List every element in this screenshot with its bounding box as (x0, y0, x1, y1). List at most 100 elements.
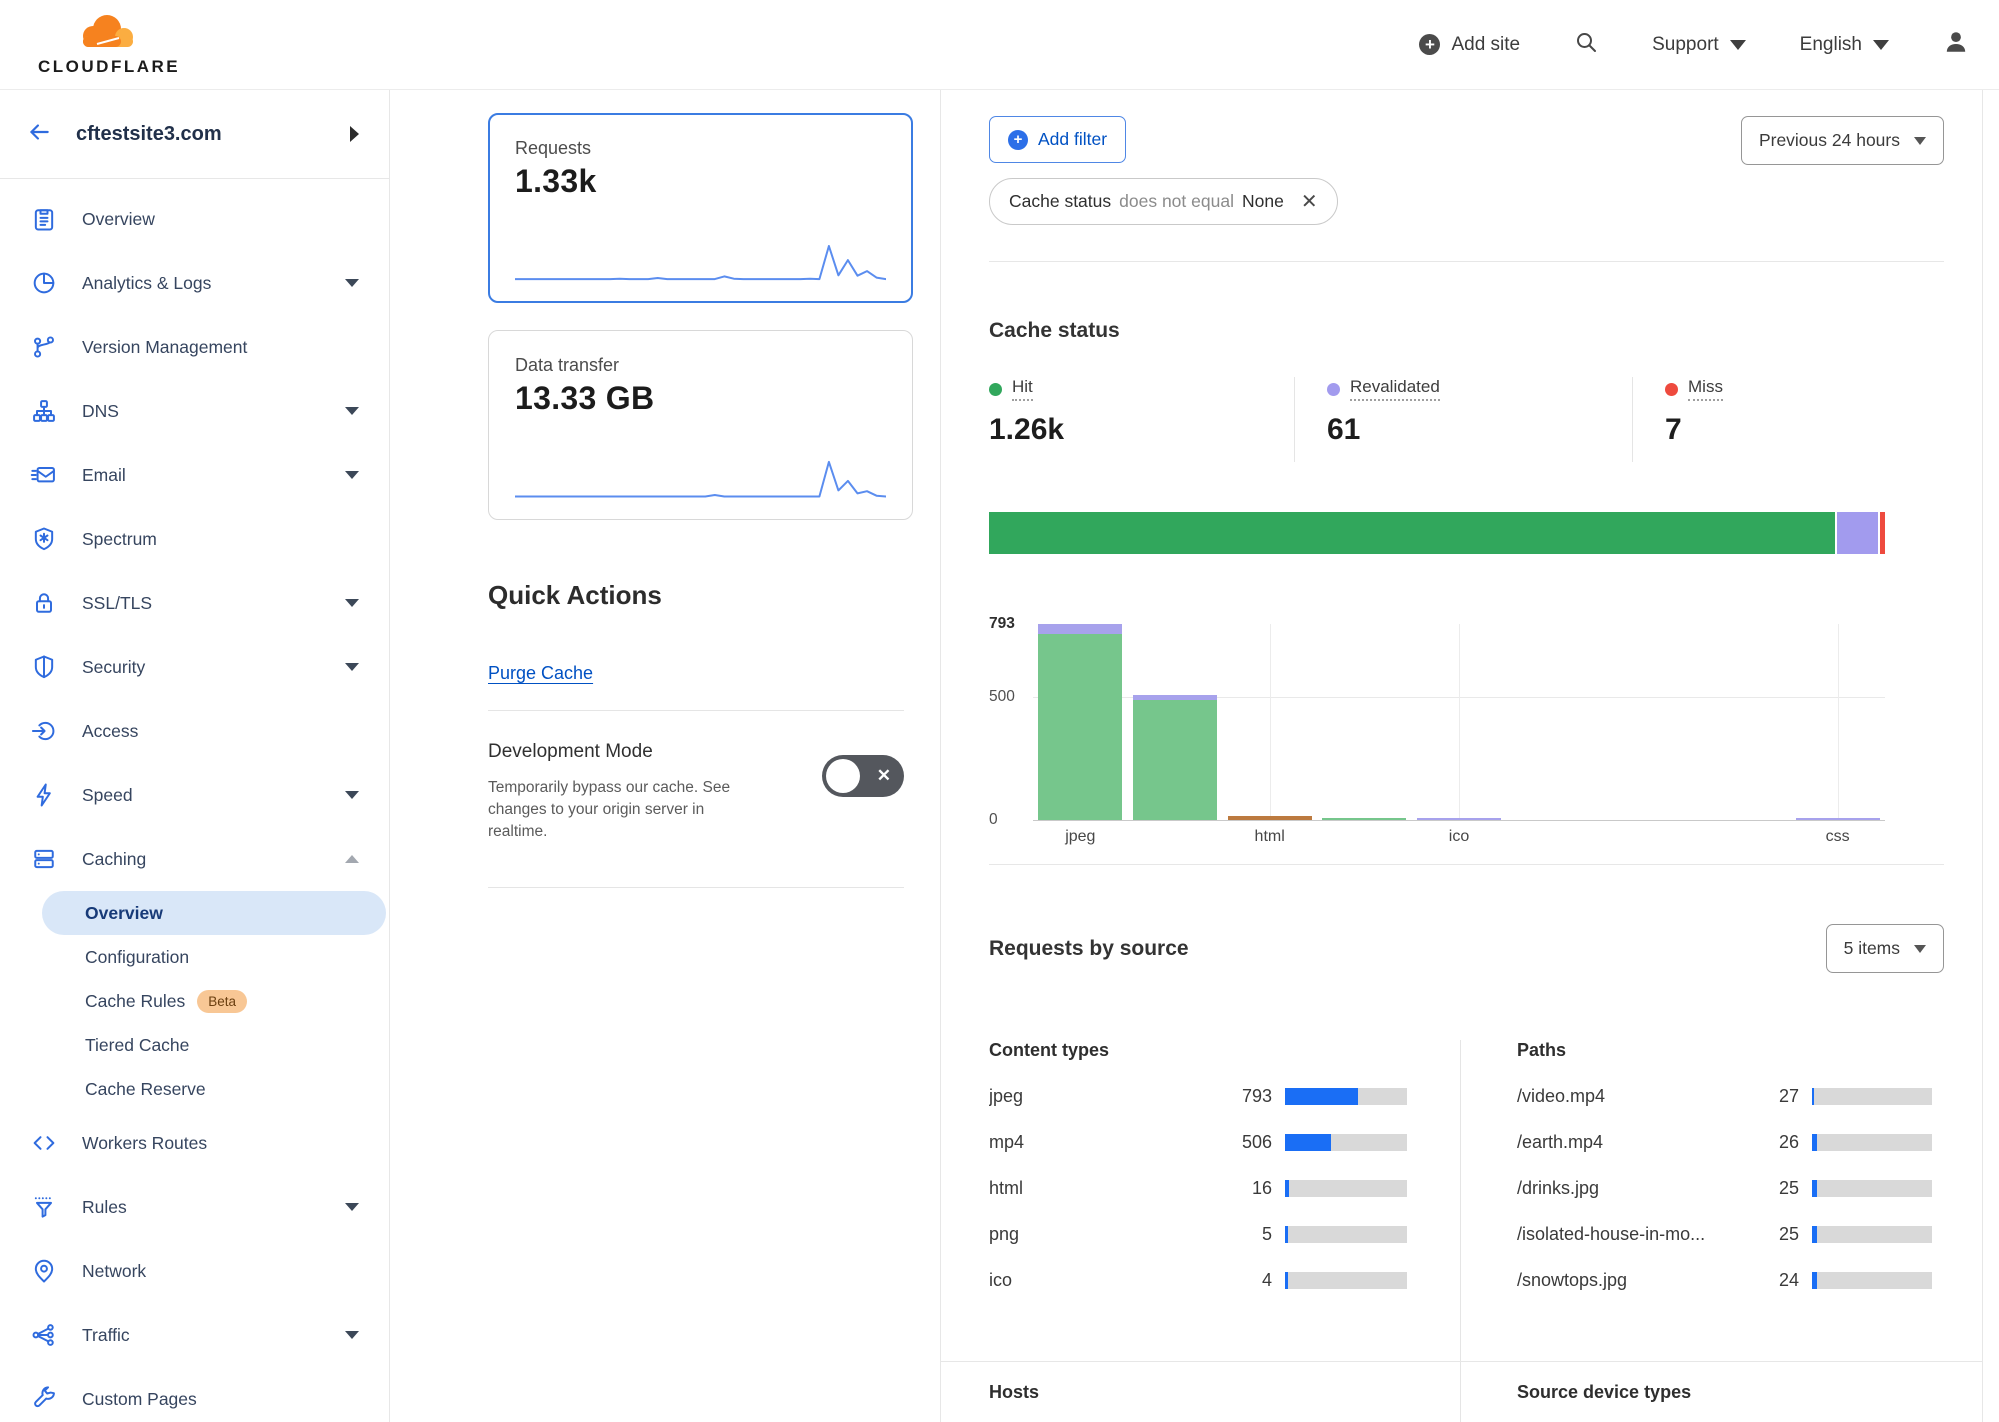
row-label: jpeg (989, 1085, 1024, 1106)
sidebar-item-version-management[interactable]: Version Management (0, 315, 389, 379)
y-axis-tick: 500 (989, 687, 1015, 705)
requests-value: 1.33k (515, 163, 597, 199)
sidebar-item-security[interactable]: Security (0, 635, 389, 699)
gridline (1269, 624, 1271, 821)
x-axis-label: html (1254, 828, 1285, 846)
sidebar-item-traffic[interactable]: Traffic (0, 1303, 389, 1367)
toggle-knob (826, 758, 860, 793)
cache-status-stacked-bar (989, 512, 1885, 555)
sidebar-item-dns[interactable]: DNS (0, 379, 389, 443)
data-transfer-metric-card[interactable]: Data transfer 13.33 GB (488, 330, 913, 520)
shield-icon (30, 653, 58, 681)
stacked-segment-miss (1880, 512, 1885, 555)
sidebar-item-speed[interactable]: Speed (0, 763, 389, 827)
sidebar-subitem-cache-reserve[interactable]: Cache Reserve (42, 1067, 386, 1111)
row-bar-fill (1285, 1271, 1289, 1289)
sidebar-subitem-label: Overview (85, 902, 163, 923)
sidebar-subitem-tiered-cache[interactable]: Tiered Cache (42, 1023, 386, 1067)
miss-stat: Miss 7 (1632, 377, 1944, 463)
top-bar: CLOUDFLARE + Add site Support English (0, 0, 1999, 90)
sidebar-item-ssl-tls[interactable]: SSL/TLS (0, 571, 389, 635)
sidebar-subitem-label: Tiered Cache (85, 1034, 190, 1055)
filter-chip: Cache status does not equal None ✕ (989, 178, 1338, 225)
items-count-dropdown[interactable]: 5 items (1825, 924, 1944, 974)
table-row: png 5 (989, 1211, 1407, 1257)
cloudflare-logo[interactable]: CLOUDFLARE (38, 13, 180, 77)
bar-html (1227, 816, 1312, 821)
row-value: 26 (1778, 1131, 1799, 1152)
source-device-types-table: Desktop1.33k (1517, 1415, 1932, 1422)
divider (488, 709, 904, 711)
paths-heading: Paths (1517, 1040, 1567, 1061)
sidebar-item-label: Analytics & Logs (82, 272, 212, 293)
row-bar-fill (1812, 1225, 1818, 1243)
sidebar-subitem-cache-rules[interactable]: Cache Rules Beta (42, 979, 386, 1023)
support-menu[interactable]: Support (1652, 34, 1746, 56)
row-label: png (989, 1223, 1020, 1244)
add-filter-button[interactable]: + Add filter (989, 116, 1127, 163)
search-button[interactable] (1574, 30, 1598, 60)
divider (989, 261, 1944, 262)
purge-cache-link[interactable]: Purge Cache (488, 662, 594, 683)
chevron-down-icon (345, 1331, 359, 1339)
sidebar-item-custom-pages[interactable]: Custom Pages (0, 1367, 389, 1422)
table-row: /video.mp4 27 (1517, 1073, 1932, 1119)
hosts-heading: Hosts (989, 1382, 1040, 1403)
account-button[interactable] (1943, 29, 1969, 61)
sidebar-subitem-configuration[interactable]: Configuration (42, 935, 386, 979)
sidebar-item-label: SSL/TLS (82, 592, 153, 613)
top-bar-menu: + Add site Support English (1419, 29, 1969, 61)
table-row: jpeg 793 (989, 1073, 1407, 1119)
revalidated-label[interactable]: Revalidated (1350, 377, 1440, 402)
chevron-up-icon (345, 855, 359, 863)
chevron-down-icon (345, 663, 359, 671)
chevron-down-icon (1914, 944, 1926, 953)
time-range-dropdown[interactable]: Previous 24 hours (1740, 116, 1944, 165)
requests-by-source-top: Content types jpeg 793 mp4 506 html 16 png 5 ico… (989, 1040, 1944, 1362)
language-menu[interactable]: English (1800, 34, 1889, 56)
miss-label[interactable]: Miss (1688, 377, 1723, 402)
sidebar-item-access[interactable]: Access (0, 699, 389, 763)
add-site-button[interactable]: + Add site (1419, 34, 1520, 56)
sidebar-item-label: Custom Pages (82, 1388, 197, 1409)
row-label: html (989, 1177, 1024, 1198)
row-value: 506 (1241, 1131, 1272, 1152)
sidebar-item-analytics-logs[interactable]: Analytics & Logs (0, 251, 389, 315)
cache-status-legend: Hit 1.26k Revalidated 61 (989, 377, 1944, 463)
sidebar-item-caching[interactable]: Caching (0, 827, 389, 891)
bar-jpeg (1038, 624, 1123, 821)
row-label: mp4 (989, 1131, 1025, 1152)
requests-metric-card[interactable]: Requests 1.33k (488, 113, 913, 303)
sidebar-item-network[interactable]: Network (0, 1239, 389, 1303)
row-label: ico (989, 1269, 1013, 1290)
sidebar-item-label: DNS (82, 400, 119, 421)
sidebar-item-overview[interactable]: Overview (0, 187, 389, 251)
bar-mp4 (1132, 695, 1217, 821)
hit-label[interactable]: Hit (1012, 377, 1033, 402)
bar-css (1795, 818, 1880, 821)
sidebar-item-email[interactable]: Email (0, 443, 389, 507)
quick-actions-title: Quick Actions (488, 580, 662, 610)
sidebar-subitem-overview[interactable]: Overview (42, 891, 386, 935)
sidebar-item-rules[interactable]: Rules (0, 1175, 389, 1239)
remove-filter-icon[interactable]: ✕ (1300, 190, 1318, 213)
row-bar-track (1285, 1087, 1407, 1105)
divider (941, 1361, 1982, 1363)
table-row: /snowtops.jpg 24 (1517, 1257, 1932, 1303)
site-name: cftestsite3.com (76, 122, 222, 145)
gridline (1459, 624, 1460, 821)
sidebar-item-label: Version Management (82, 336, 248, 357)
chevron-right-icon[interactable] (350, 126, 359, 142)
sidebar-item-label: Overview (82, 208, 155, 229)
back-arrow-icon[interactable] (26, 119, 52, 150)
sidebar-item-spectrum[interactable]: Spectrum (0, 507, 389, 571)
bar-segment-hit (1132, 700, 1217, 821)
funnel-icon (30, 1193, 58, 1221)
row-bar-fill (1812, 1133, 1818, 1151)
hosts-table: cftestsite3.com1.33k (989, 1415, 1407, 1422)
padlock-icon (30, 589, 58, 617)
requests-sparkline (514, 240, 887, 284)
sidebar-item-workers-routes[interactable]: Workers Routes (0, 1111, 389, 1175)
development-mode-toggle[interactable]: ✕ (822, 754, 904, 797)
